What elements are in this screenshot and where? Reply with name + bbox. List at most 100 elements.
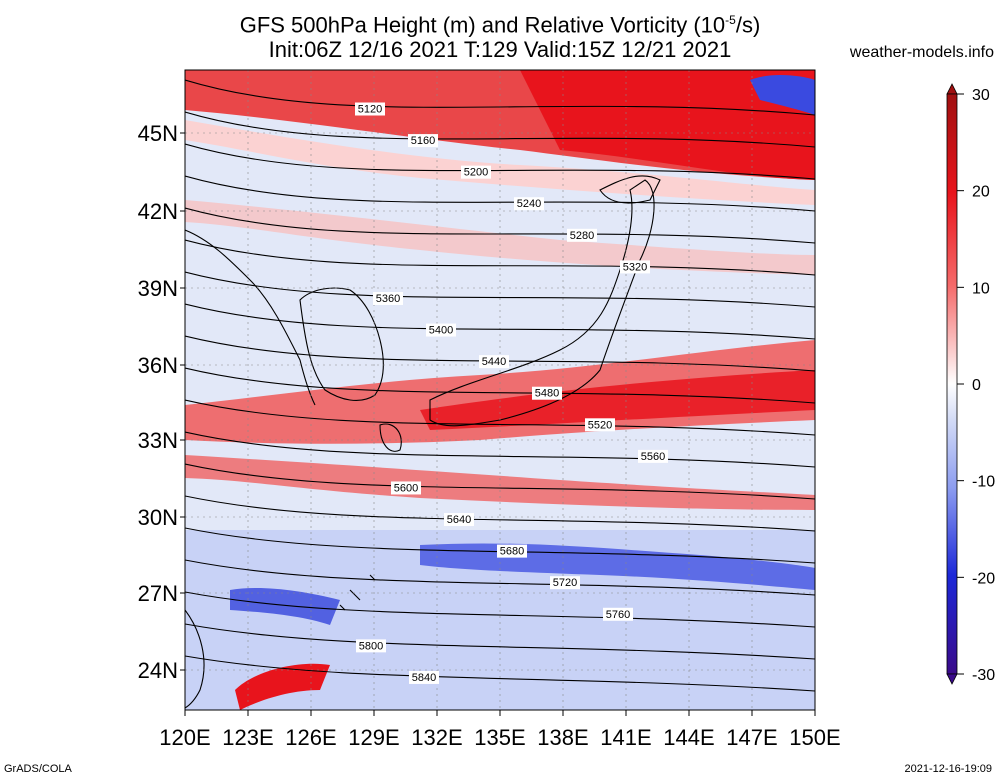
svg-text:5800: 5800 [359,640,383,652]
contour-label: 5480 [532,386,562,400]
svg-text:5480: 5480 [535,388,559,400]
colorbar-top-arrow [946,83,958,95]
contour-line [185,207,815,244]
colorbar-label: 10 [972,280,990,297]
svg-text:5720: 5720 [553,577,577,589]
lon-label: 147E [726,725,777,750]
lat-label: 33N [138,428,178,453]
title-exponent: -5 [725,13,736,27]
colorbar-label: -20 [972,570,995,587]
colorbar-label: -30 [972,667,995,684]
colorbar-label: -10 [972,474,995,491]
contour-line [185,399,815,436]
colorbar-label: 0 [972,377,981,394]
lon-label: 141E [600,725,651,750]
svg-text:5240: 5240 [517,198,541,210]
timestamp: 2021-12-16-19:09 [904,763,992,775]
contour-line [185,559,815,596]
svg-text:5640: 5640 [447,514,471,526]
height-contours [185,79,815,692]
contour-label: 5800 [356,639,386,653]
contour-label: 5840 [409,670,439,684]
svg-text:5520: 5520 [588,419,612,431]
japan-honshu-coast [429,179,655,427]
svg-text:5840: 5840 [412,672,436,684]
contour-line [185,463,815,500]
lon-label: 135E [474,725,525,750]
lat-label: 27N [138,581,178,606]
contour-line [185,303,815,340]
contour-label: 5680 [497,544,527,558]
contour-line [185,591,815,628]
contour-label: 5160 [408,134,438,148]
svg-text:5320: 5320 [623,261,647,273]
vorticity-band-south [185,455,815,510]
lat-label: 24N [138,658,178,683]
contour-label: 5320 [620,260,650,274]
contour-line [185,655,815,692]
contour-label: 5520 [585,418,615,432]
colorbar-bottom-arrow [946,673,958,685]
contour-line [185,239,815,276]
svg-text:5360: 5360 [376,293,400,305]
contour-label: 5640 [444,513,474,527]
hokkaido-coast [599,175,661,204]
latitude-axis: 45N 42N 39N 36N 33N 30N 27N 24N [138,121,185,683]
height-contour-labels: 5120 5160 5200 5240 5280 5320 5360 5400 5440 5480… [355,102,668,684]
vorticity-negative-cell [230,588,340,625]
contour-line [185,335,815,372]
contour-line [185,79,815,116]
svg-text:5560: 5560 [641,451,665,463]
contour-line [185,367,815,404]
svg-text:5120: 5120 [358,104,382,116]
lat-label: 45N [138,121,178,146]
longitude-axis: 120E 123E 126E 129E 132E 135E 138E 141E 144E 147E… [159,710,841,750]
title-suffix: /s) [735,12,761,38]
plot-area: 5120 5160 5200 5240 5280 5320 5360 5400 5440 5480… [185,70,815,710]
contour-label: 5400 [426,323,456,337]
contour-label: 5600 [391,481,421,495]
coastlines [185,175,661,709]
contour-label: 5240 [514,197,544,211]
colorbar-scale [946,93,958,675]
contour-label: 5760 [603,607,633,621]
contour-line [185,175,815,212]
lat-label: 39N [138,276,178,301]
software-credit: GrADS/COLA [4,763,72,775]
lon-label: 126E [285,725,336,750]
colorbar: 30 20 10 0 -10 -20 -30 [946,83,995,685]
title-prefix: GFS 500hPa Height (m) and Relative Vorti… [239,12,726,38]
colorbar-label: 20 [972,184,990,201]
contour-label: 5440 [479,355,509,369]
colorbar-labels: 30 20 10 0 -10 -20 -30 [957,87,995,684]
chart-title: GFS 500hPa Height (m) and Relative Vorti… [0,7,1000,38]
colorbar-label: 30 [972,87,990,104]
taiwan-coast [185,609,205,709]
vorticity-band-weak [185,120,815,205]
vorticity-core-north [520,70,815,180]
lon-label: 138E [537,725,588,750]
site-label: weather-models.info [849,44,994,61]
svg-text:5760: 5760 [606,609,630,621]
chart-subtitle: Init:06Z 12/16 2021 T:129 Valid:15Z 12/2… [268,37,732,62]
contour-label: 5200 [461,165,491,179]
svg-text:5160: 5160 [411,135,435,147]
svg-text:5440: 5440 [482,356,506,368]
kyushu-coast [379,423,402,452]
contour-label: 5360 [373,291,403,305]
svg-text:5280: 5280 [570,230,594,242]
contour-line [185,431,815,468]
china-coast [185,229,316,406]
lat-label: 36N [138,353,178,378]
svg-text:5200: 5200 [464,167,488,179]
contour-line [185,623,815,660]
contour-line [185,527,815,564]
contour-label: 5720 [550,576,580,590]
contour-label: 5560 [638,449,668,463]
svg-text:5400: 5400 [429,325,453,337]
contour-label: 5280 [567,228,597,242]
vorticity-negative-corner [750,75,815,115]
lat-label: 42N [138,199,178,224]
lon-label: 129E [348,725,399,750]
